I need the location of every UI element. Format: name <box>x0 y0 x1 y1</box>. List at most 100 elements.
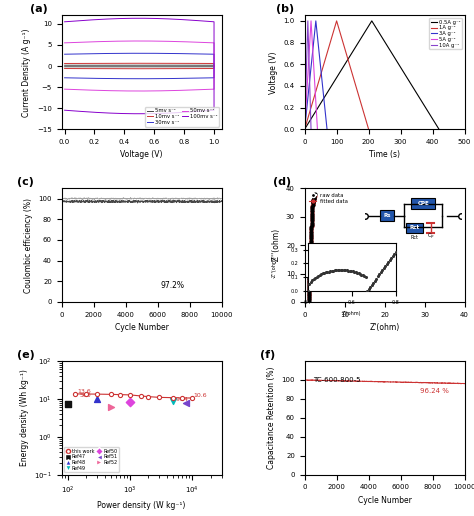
this work <box>179 395 185 401</box>
raw data <box>306 266 313 274</box>
raw data <box>306 271 313 280</box>
fitted data <box>312 192 318 199</box>
Line: this work: this work <box>73 392 194 400</box>
this work <box>127 392 133 398</box>
raw data <box>311 190 319 198</box>
raw data <box>310 196 317 204</box>
raw data <box>308 223 315 231</box>
Y-axis label: Coulombic efficiency (%): Coulombic efficiency (%) <box>24 198 33 293</box>
raw data <box>307 245 314 253</box>
X-axis label: Z'(ohm): Z'(ohm) <box>369 323 400 332</box>
this work <box>72 391 78 397</box>
raw data <box>307 236 315 245</box>
raw data <box>307 243 314 251</box>
Text: 9984: 9984 <box>173 397 189 402</box>
raw data <box>308 228 315 236</box>
raw data <box>307 241 314 249</box>
raw data <box>310 192 318 200</box>
raw data <box>305 295 312 303</box>
raw data <box>310 195 317 203</box>
raw data <box>307 247 314 255</box>
this work <box>138 393 144 399</box>
raw data <box>306 252 314 261</box>
raw data <box>310 191 318 199</box>
raw data <box>308 209 316 218</box>
this work <box>146 394 151 400</box>
Y-axis label: -Z''(ohm): -Z''(ohm) <box>271 228 280 263</box>
raw data <box>306 277 313 285</box>
Legend: raw data, fitted data: raw data, fitted data <box>307 191 350 206</box>
Text: (c): (c) <box>17 177 34 187</box>
raw data <box>309 201 316 209</box>
raw data <box>307 251 314 259</box>
fitted data <box>307 268 312 275</box>
this work <box>117 392 123 398</box>
raw data <box>307 234 315 243</box>
Ref51 <box>182 398 190 407</box>
Text: 96.24 %: 96.24 % <box>420 388 448 394</box>
raw data <box>306 270 313 278</box>
raw data <box>305 289 313 297</box>
raw data <box>305 293 312 301</box>
raw data <box>306 256 314 265</box>
fitted data <box>306 296 311 302</box>
this work <box>156 394 162 400</box>
fitted data <box>307 265 313 271</box>
fitted data <box>307 278 312 284</box>
raw data <box>305 283 313 291</box>
raw data <box>305 281 313 289</box>
Y-axis label: Voltage (V): Voltage (V) <box>269 51 278 93</box>
Text: TC-600-800-5: TC-600-800-5 <box>313 377 360 382</box>
this work <box>170 395 176 401</box>
Text: (a): (a) <box>30 4 47 14</box>
X-axis label: Power density (W kg⁻¹): Power density (W kg⁻¹) <box>97 502 186 510</box>
raw data <box>310 192 318 201</box>
this work <box>83 391 89 397</box>
this work <box>189 395 195 401</box>
raw data <box>309 198 317 206</box>
raw data <box>306 264 314 272</box>
X-axis label: Cycle Number: Cycle Number <box>115 323 168 332</box>
Text: (f): (f) <box>260 350 275 360</box>
Ref52 <box>107 403 115 411</box>
X-axis label: Voltage (V): Voltage (V) <box>120 151 163 159</box>
raw data <box>307 249 314 257</box>
X-axis label: Cycle Number: Cycle Number <box>358 496 411 505</box>
raw data <box>306 262 314 270</box>
raw data <box>307 239 315 247</box>
Text: (b): (b) <box>276 4 294 14</box>
raw data <box>307 241 314 249</box>
raw data <box>309 203 316 211</box>
Text: 97.2%: 97.2% <box>161 281 185 291</box>
Text: (d): (d) <box>273 177 291 187</box>
Legend: this work, Ref47, Ref48, Ref49, Ref50, Ref51, Ref52: this work, Ref47, Ref48, Ref49, Ref50, R… <box>64 447 118 472</box>
Ref48 <box>93 395 101 403</box>
Text: 10.6: 10.6 <box>193 393 207 398</box>
raw data <box>307 230 315 238</box>
raw data <box>308 225 315 234</box>
raw data <box>308 216 316 224</box>
raw data <box>306 268 313 276</box>
raw data <box>308 214 316 222</box>
raw data <box>305 279 313 287</box>
raw data <box>306 273 313 282</box>
Y-axis label: Energy density (Wh kg⁻¹): Energy density (Wh kg⁻¹) <box>19 369 28 466</box>
Ref49 <box>169 396 177 405</box>
raw data <box>306 260 314 268</box>
raw data <box>308 212 316 220</box>
Ref47 <box>64 399 72 408</box>
raw data <box>306 258 314 266</box>
this work <box>108 391 114 397</box>
Text: 500: 500 <box>80 393 91 398</box>
this work <box>94 391 100 397</box>
fitted data <box>307 261 313 267</box>
raw data <box>308 219 316 227</box>
Text: 13.6: 13.6 <box>77 389 91 394</box>
raw data <box>309 207 316 216</box>
raw data <box>306 254 314 263</box>
Y-axis label: Current Density (A g⁻¹): Current Density (A g⁻¹) <box>22 28 31 117</box>
raw data <box>305 287 313 295</box>
raw data <box>309 198 317 206</box>
X-axis label: Time (s): Time (s) <box>369 151 400 159</box>
raw data <box>306 276 313 284</box>
